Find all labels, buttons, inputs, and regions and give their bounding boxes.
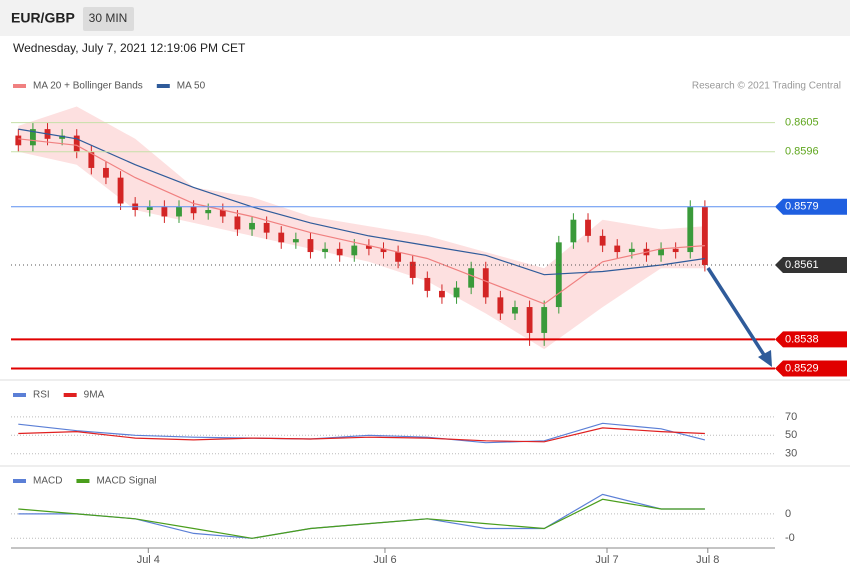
candle-body xyxy=(526,307,533,333)
series-line xyxy=(18,493,705,539)
candle-body xyxy=(190,206,197,214)
series-line xyxy=(18,427,705,443)
candle-body xyxy=(614,245,621,253)
candle-body xyxy=(658,248,664,256)
candle-body xyxy=(278,232,285,243)
level-label: 0.8605 xyxy=(785,117,819,129)
y-tick-label: 0 xyxy=(785,508,791,520)
candle-body xyxy=(336,248,343,256)
candle-body xyxy=(365,245,372,249)
legend-label: MACD xyxy=(33,476,62,487)
candle-body xyxy=(687,206,694,253)
candle-body xyxy=(570,219,577,243)
candle-body xyxy=(322,248,328,253)
y-tick-label: 30 xyxy=(785,448,797,460)
x-tick-label: Jul 8 xyxy=(696,554,719,566)
candle-body xyxy=(628,248,635,253)
candle-body xyxy=(395,252,402,262)
x-tick-label: Jul 4 xyxy=(137,554,160,566)
candle-body xyxy=(205,210,212,214)
candle-body xyxy=(351,245,358,256)
candle-body xyxy=(161,206,168,217)
candle-body xyxy=(482,268,489,298)
projection-arrowhead xyxy=(758,350,772,367)
candle-body xyxy=(380,248,387,253)
y-tick-label: 50 xyxy=(785,429,797,441)
candle-body xyxy=(497,297,504,314)
candle-body xyxy=(555,242,562,308)
candle-body xyxy=(672,248,679,253)
legend-label: MACD Signal xyxy=(96,476,156,487)
candle-body xyxy=(263,222,270,233)
level-label: 0.8529 xyxy=(785,362,819,374)
legend-label: MA 50 xyxy=(177,81,206,92)
legend-swatch xyxy=(13,84,26,88)
symbol: EUR/GBP xyxy=(11,10,75,26)
candle-body xyxy=(15,135,22,146)
candle-body xyxy=(512,307,518,314)
level-label: 0.8538 xyxy=(785,333,819,345)
candle-body xyxy=(103,167,109,178)
legend-label: 9MA xyxy=(84,390,105,401)
series-line xyxy=(18,138,705,305)
candle-body xyxy=(146,206,153,210)
legend-label: RSI xyxy=(33,390,50,401)
y-tick-label: 70 xyxy=(785,411,797,423)
credit: Research © 2021 Trading Central xyxy=(692,81,841,92)
candle-body xyxy=(249,222,255,230)
candle-body xyxy=(219,210,226,217)
level-label: 0.8561 xyxy=(785,259,819,271)
candle-body xyxy=(88,151,95,168)
timestamp: Wednesday, July 7, 2021 12:19:06 PM CET xyxy=(13,41,246,55)
candle-body xyxy=(585,219,591,236)
legend-swatch xyxy=(13,479,26,483)
candle-body xyxy=(424,277,431,291)
series-line xyxy=(18,128,705,276)
legend-swatch xyxy=(156,84,170,88)
candle-body xyxy=(468,268,475,288)
candle-body xyxy=(59,135,66,139)
candle-body xyxy=(234,216,241,230)
interval-button[interactable] xyxy=(83,7,134,31)
candle-body xyxy=(453,287,460,298)
candle-body xyxy=(439,290,445,298)
candle-body xyxy=(307,239,314,253)
level-label-box xyxy=(775,331,847,348)
candle-body xyxy=(29,129,36,146)
candle-body xyxy=(292,239,299,243)
level-label-box xyxy=(775,257,847,273)
legend-swatch xyxy=(13,393,26,397)
y-tick-label: -0 xyxy=(785,532,795,544)
level-label-box xyxy=(775,198,847,215)
level-label-box xyxy=(775,360,847,377)
level-label: 0.8596 xyxy=(785,146,819,158)
candle-body xyxy=(73,135,80,152)
candle-body xyxy=(599,235,606,246)
toolbar xyxy=(0,0,850,36)
legend-label: MA 20 + Bollinger Bands xyxy=(33,81,143,92)
legend-swatch xyxy=(63,393,77,397)
candle-body xyxy=(701,206,708,265)
series-line xyxy=(18,498,705,539)
candle-body xyxy=(409,261,416,278)
x-tick-label: Jul 6 xyxy=(373,554,396,566)
level-label: 0.8579 xyxy=(785,201,819,213)
legend-swatch xyxy=(76,479,90,483)
series-line xyxy=(18,422,706,444)
projection-arrow xyxy=(706,267,768,359)
bollinger-band xyxy=(18,106,705,350)
candle-body xyxy=(117,177,124,204)
candle-body xyxy=(541,307,548,333)
x-tick-label: Jul 7 xyxy=(595,554,618,566)
interval[interactable]: 30 MIN xyxy=(89,11,128,25)
candle-body xyxy=(176,206,182,217)
